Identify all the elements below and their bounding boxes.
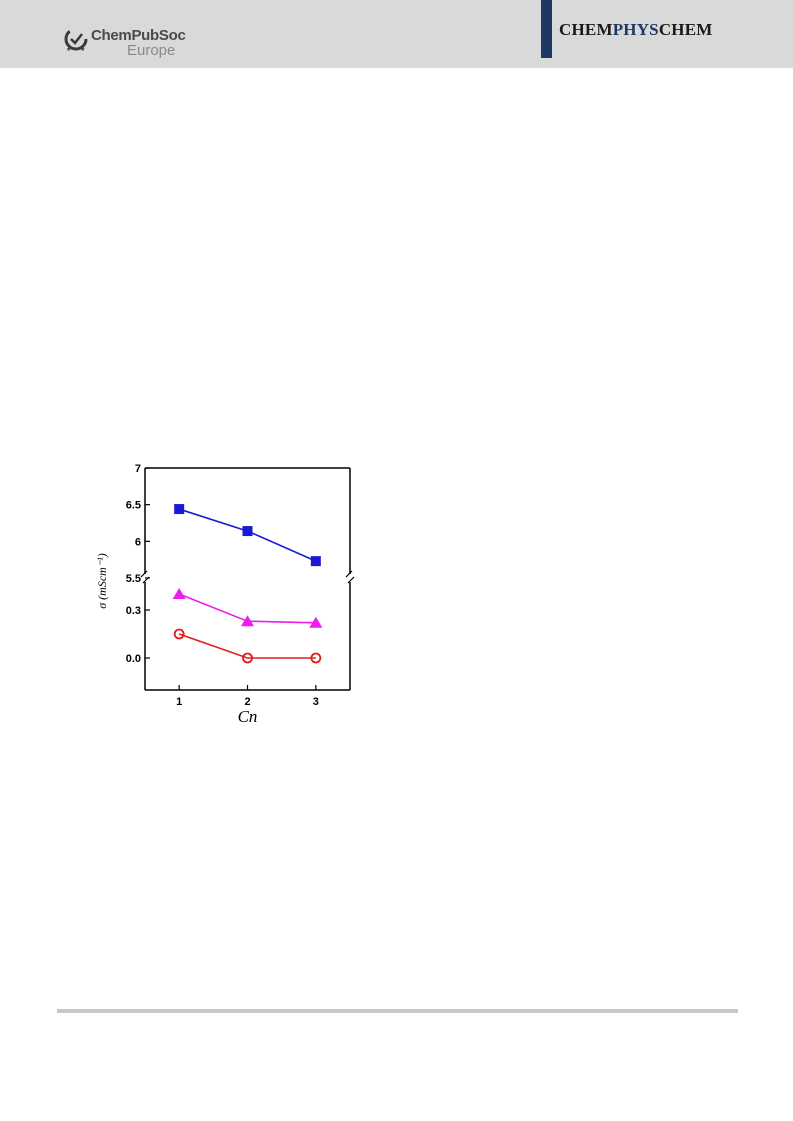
brand-name: ChemPubSoc (91, 27, 186, 44)
svg-text:★: ★ (80, 46, 85, 52)
data-point-square (242, 526, 253, 537)
x-tick-label: 3 (313, 696, 319, 708)
footer-rule (57, 1009, 738, 1013)
x-tick-label: 1 (176, 696, 182, 708)
chempubsoc-logo-icon: ★ ★ (64, 27, 88, 52)
data-point-triangle (172, 588, 186, 599)
journal-accent-bar (541, 0, 552, 58)
data-point-circle (242, 652, 253, 664)
data-point-triangle (309, 616, 323, 628)
y-upper-label: 5.5 (126, 573, 141, 585)
data-point-circle (310, 652, 322, 664)
data-point-triangle (241, 615, 254, 627)
page-header: ★ ★ ChemPubSoc Europe CHEMPHYSCHEM (0, 0, 793, 68)
axis-break-mark (347, 576, 355, 584)
journal-title-part1: CHEM (559, 20, 613, 39)
series-line-open-circle (178, 633, 316, 659)
y-upper-label: 6.5 (126, 500, 141, 512)
journal-title-part3: CHEM (658, 20, 713, 39)
y-upper-label: 6 (135, 536, 141, 548)
data-point-square (310, 556, 321, 567)
y-axis-label: σ (mScm⁻¹) (95, 553, 109, 609)
journal-title-part2: PHYS (612, 20, 659, 39)
brand-sub: Europe (127, 42, 176, 59)
x-axis-label: Cn (238, 707, 258, 726)
y-lower-label: 0.0 (126, 653, 141, 665)
journal-title: CHEMPHYSCHEM (559, 20, 713, 40)
axis-break-mark (345, 570, 353, 578)
conductivity-chart: 5.5 6 6.5 7 0.0 0.3 1 2 3 Cn σ (mScm⁻¹) (95, 463, 355, 726)
x-tick-label: 2 (244, 696, 250, 708)
y-lower-label: 0.3 (126, 605, 141, 617)
svg-text:★: ★ (66, 46, 71, 52)
y-upper-label: 7 (135, 463, 141, 475)
data-point-circle (173, 628, 185, 640)
data-point-square (174, 504, 185, 515)
axis-break-mark (140, 570, 148, 578)
